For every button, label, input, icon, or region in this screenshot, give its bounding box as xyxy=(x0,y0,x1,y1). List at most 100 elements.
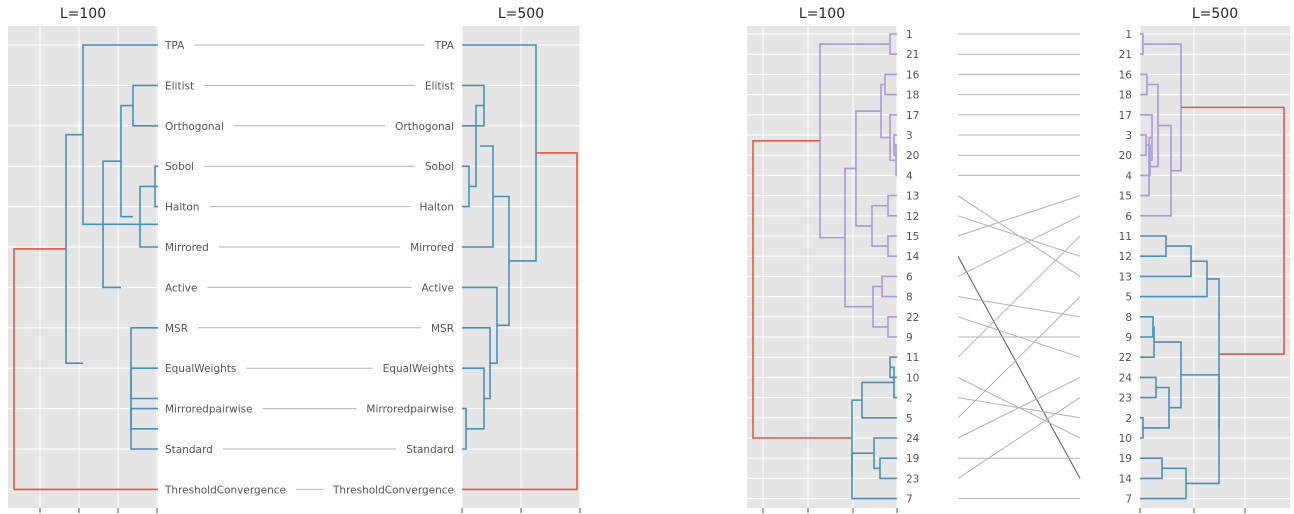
chart2-leaf-link xyxy=(957,376,1081,439)
chart1-right-dendrogram-root-branch xyxy=(462,152,578,491)
chart2-left-leaf-label: 7 xyxy=(906,494,913,506)
chart2-right-leaf-label: 4 xyxy=(1125,170,1132,182)
chart2-left-leaf-label: 16 xyxy=(906,69,920,81)
chart2-left-leaf-label: 22 xyxy=(906,312,919,324)
chart1-right-leaf-label: Halton xyxy=(420,202,454,214)
chart1-right-leaf-label: Standard xyxy=(406,444,454,456)
chart2-left-leaf-label: 3 xyxy=(906,130,913,142)
chart2-right-leaf-label: 2 xyxy=(1125,413,1132,425)
chart1-right-leaf-label: Orthogonal xyxy=(395,121,454,133)
chart2-right-leaf-label: 5 xyxy=(1125,292,1132,304)
text-layer: TPA Elitist Orthogonal Sobol Halton Mirrored A… xyxy=(60,6,1238,506)
chart2-right-leaf-label: 21 xyxy=(1119,49,1132,61)
chart2-left-leaf-label: 21 xyxy=(906,49,919,61)
chart2-right-leaf-label: 20 xyxy=(1119,150,1132,162)
chart1-left-leaf-label: Halton xyxy=(165,202,199,214)
chart1-right-leaf-label: Elitist xyxy=(425,80,454,92)
chart2-right-leaf-label: 1 xyxy=(1125,29,1132,41)
chart1-left-leaf-label: Active xyxy=(165,282,197,294)
chart2-right-dendrogram-branch xyxy=(1207,278,1220,430)
chart2-right-leaf-label: 17 xyxy=(1119,110,1132,122)
chart1-left-leaf-label: Orthogonal xyxy=(165,121,224,133)
chart2-left-leaf-label: 24 xyxy=(906,433,920,445)
chart2-right-leaf-label: 18 xyxy=(1119,90,1132,102)
chart2-left-leaf-label: 5 xyxy=(906,413,913,425)
chart1-left-dendrogram-branch xyxy=(139,185,158,248)
chart2-left-leaf-label: 11 xyxy=(906,352,919,364)
chart2-left-leaf-label: 10 xyxy=(906,372,919,384)
chart2-right-leaf-label: 19 xyxy=(1119,453,1132,465)
chart2-left-leaf-label: 12 xyxy=(906,211,919,223)
chart2-right-leaf-label: 16 xyxy=(1119,69,1133,81)
chart2-left-panel-background xyxy=(747,26,897,508)
chart1-left-leaf-label: Elitist xyxy=(165,80,194,92)
chart2-leaf-link xyxy=(957,255,1081,479)
chart2-left-leaf-label: 4 xyxy=(906,170,913,182)
chart2-left-leaf-label: 18 xyxy=(906,90,919,102)
chart2-left-dendrogram-root-branch xyxy=(752,140,852,439)
chart2-left-leaf-label: 6 xyxy=(906,271,913,283)
chart1-right-leaf-label: ThresholdConvergence xyxy=(332,484,454,496)
chart1-right-leaf-label: MSR xyxy=(431,323,454,335)
chart2-right-leaf-label: 14 xyxy=(1119,473,1133,485)
chart2-right-leaf-label: 8 xyxy=(1125,312,1132,324)
chart1-right-title: L=500 xyxy=(498,6,544,22)
chart2-right-leaf-label: 12 xyxy=(1119,251,1132,263)
chart1-right-dendrogram-branch xyxy=(469,104,484,188)
link-layer xyxy=(194,33,1081,500)
chart2-left-title: L=100 xyxy=(799,6,845,22)
chart1-right-leaf-label: Mirrored xyxy=(410,242,454,254)
chart2-right-leaf-label: 15 xyxy=(1119,191,1132,203)
chart1-right-leaf-label: EqualWeights xyxy=(383,363,454,375)
chart2-leaf-link xyxy=(957,235,1081,358)
chart2-right-leaf-label: 3 xyxy=(1125,130,1132,142)
chart2-right-title: L=500 xyxy=(1192,6,1238,22)
chart2-left-leaf-label: 20 xyxy=(906,150,919,162)
chart2-right-leaf-label: 7 xyxy=(1125,494,1132,506)
chart1-right-leaf-label: TPA xyxy=(434,40,455,52)
chart1-left-dendrogram-branch xyxy=(130,327,158,400)
chart2-right-leaf-label: 24 xyxy=(1119,372,1133,384)
chart1-left-dendrogram-root-branch xyxy=(13,248,158,491)
chart1-left-leaf-label: Standard xyxy=(165,444,213,456)
chart2-left-leaf-label: 1 xyxy=(906,29,913,41)
chart2-left-leaf-label: 19 xyxy=(906,453,919,465)
chart2-left-leaf-label: 23 xyxy=(906,473,919,485)
chart2-left-leaf-label: 2 xyxy=(906,393,913,405)
chart2-right-leaf-label: 22 xyxy=(1119,352,1132,364)
chart2-right-leaf-label: 23 xyxy=(1119,393,1132,405)
chart1-left-leaf-label: Mirroredpairwise xyxy=(165,404,253,416)
chart2-left-leaf-label: 9 xyxy=(906,332,913,344)
chart2-right-panel-background xyxy=(1140,26,1290,508)
chart2-right-dendrogram-root-branch xyxy=(1181,106,1285,355)
panel-layer xyxy=(8,26,1290,513)
chart2-right-leaf-label: 10 xyxy=(1119,433,1132,445)
chart2-left-leaf-label: 13 xyxy=(906,191,919,203)
chart1-right-leaf-label: Mirroredpairwise xyxy=(366,404,454,416)
chart1-left-leaf-label: ThresholdConvergence xyxy=(164,484,286,496)
chart2-right-leaf-label: 13 xyxy=(1119,271,1132,283)
chart1-left-leaf-label: Mirrored xyxy=(165,242,209,254)
chart2-leaf-link xyxy=(957,296,1081,419)
chart2-left-dendrogram-branch xyxy=(851,399,862,476)
chart1-left-leaf-label: EqualWeights xyxy=(165,363,236,375)
chart2-left-leaf-label: 8 xyxy=(906,292,913,304)
chart1-left-leaf-label: MSR xyxy=(165,323,188,335)
chart1-left-leaf-label: Sobol xyxy=(165,161,194,173)
chart2-right-leaf-label: 11 xyxy=(1119,231,1132,243)
chart2-left-leaf-label: 17 xyxy=(906,110,919,122)
chart1-right-leaf-label: Sobol xyxy=(425,161,454,173)
chart2-left-leaf-label: 14 xyxy=(906,251,920,263)
chart1-left-title: L=100 xyxy=(60,6,106,22)
chart2-leaf-link xyxy=(957,215,1081,257)
chart2-left-leaf-label: 15 xyxy=(906,231,919,243)
chart2-leaf-link xyxy=(957,195,1081,237)
chart2-leaf-link xyxy=(957,296,1081,318)
chart2-leaf-link xyxy=(957,215,1081,277)
chart2-right-leaf-label: 9 xyxy=(1125,332,1132,344)
dendrogram-layer xyxy=(13,33,1285,500)
chart1-right-leaf-label: Active xyxy=(422,282,454,294)
chart2-right-leaf-label: 6 xyxy=(1125,211,1132,223)
chart2-leaf-link xyxy=(957,397,1081,479)
